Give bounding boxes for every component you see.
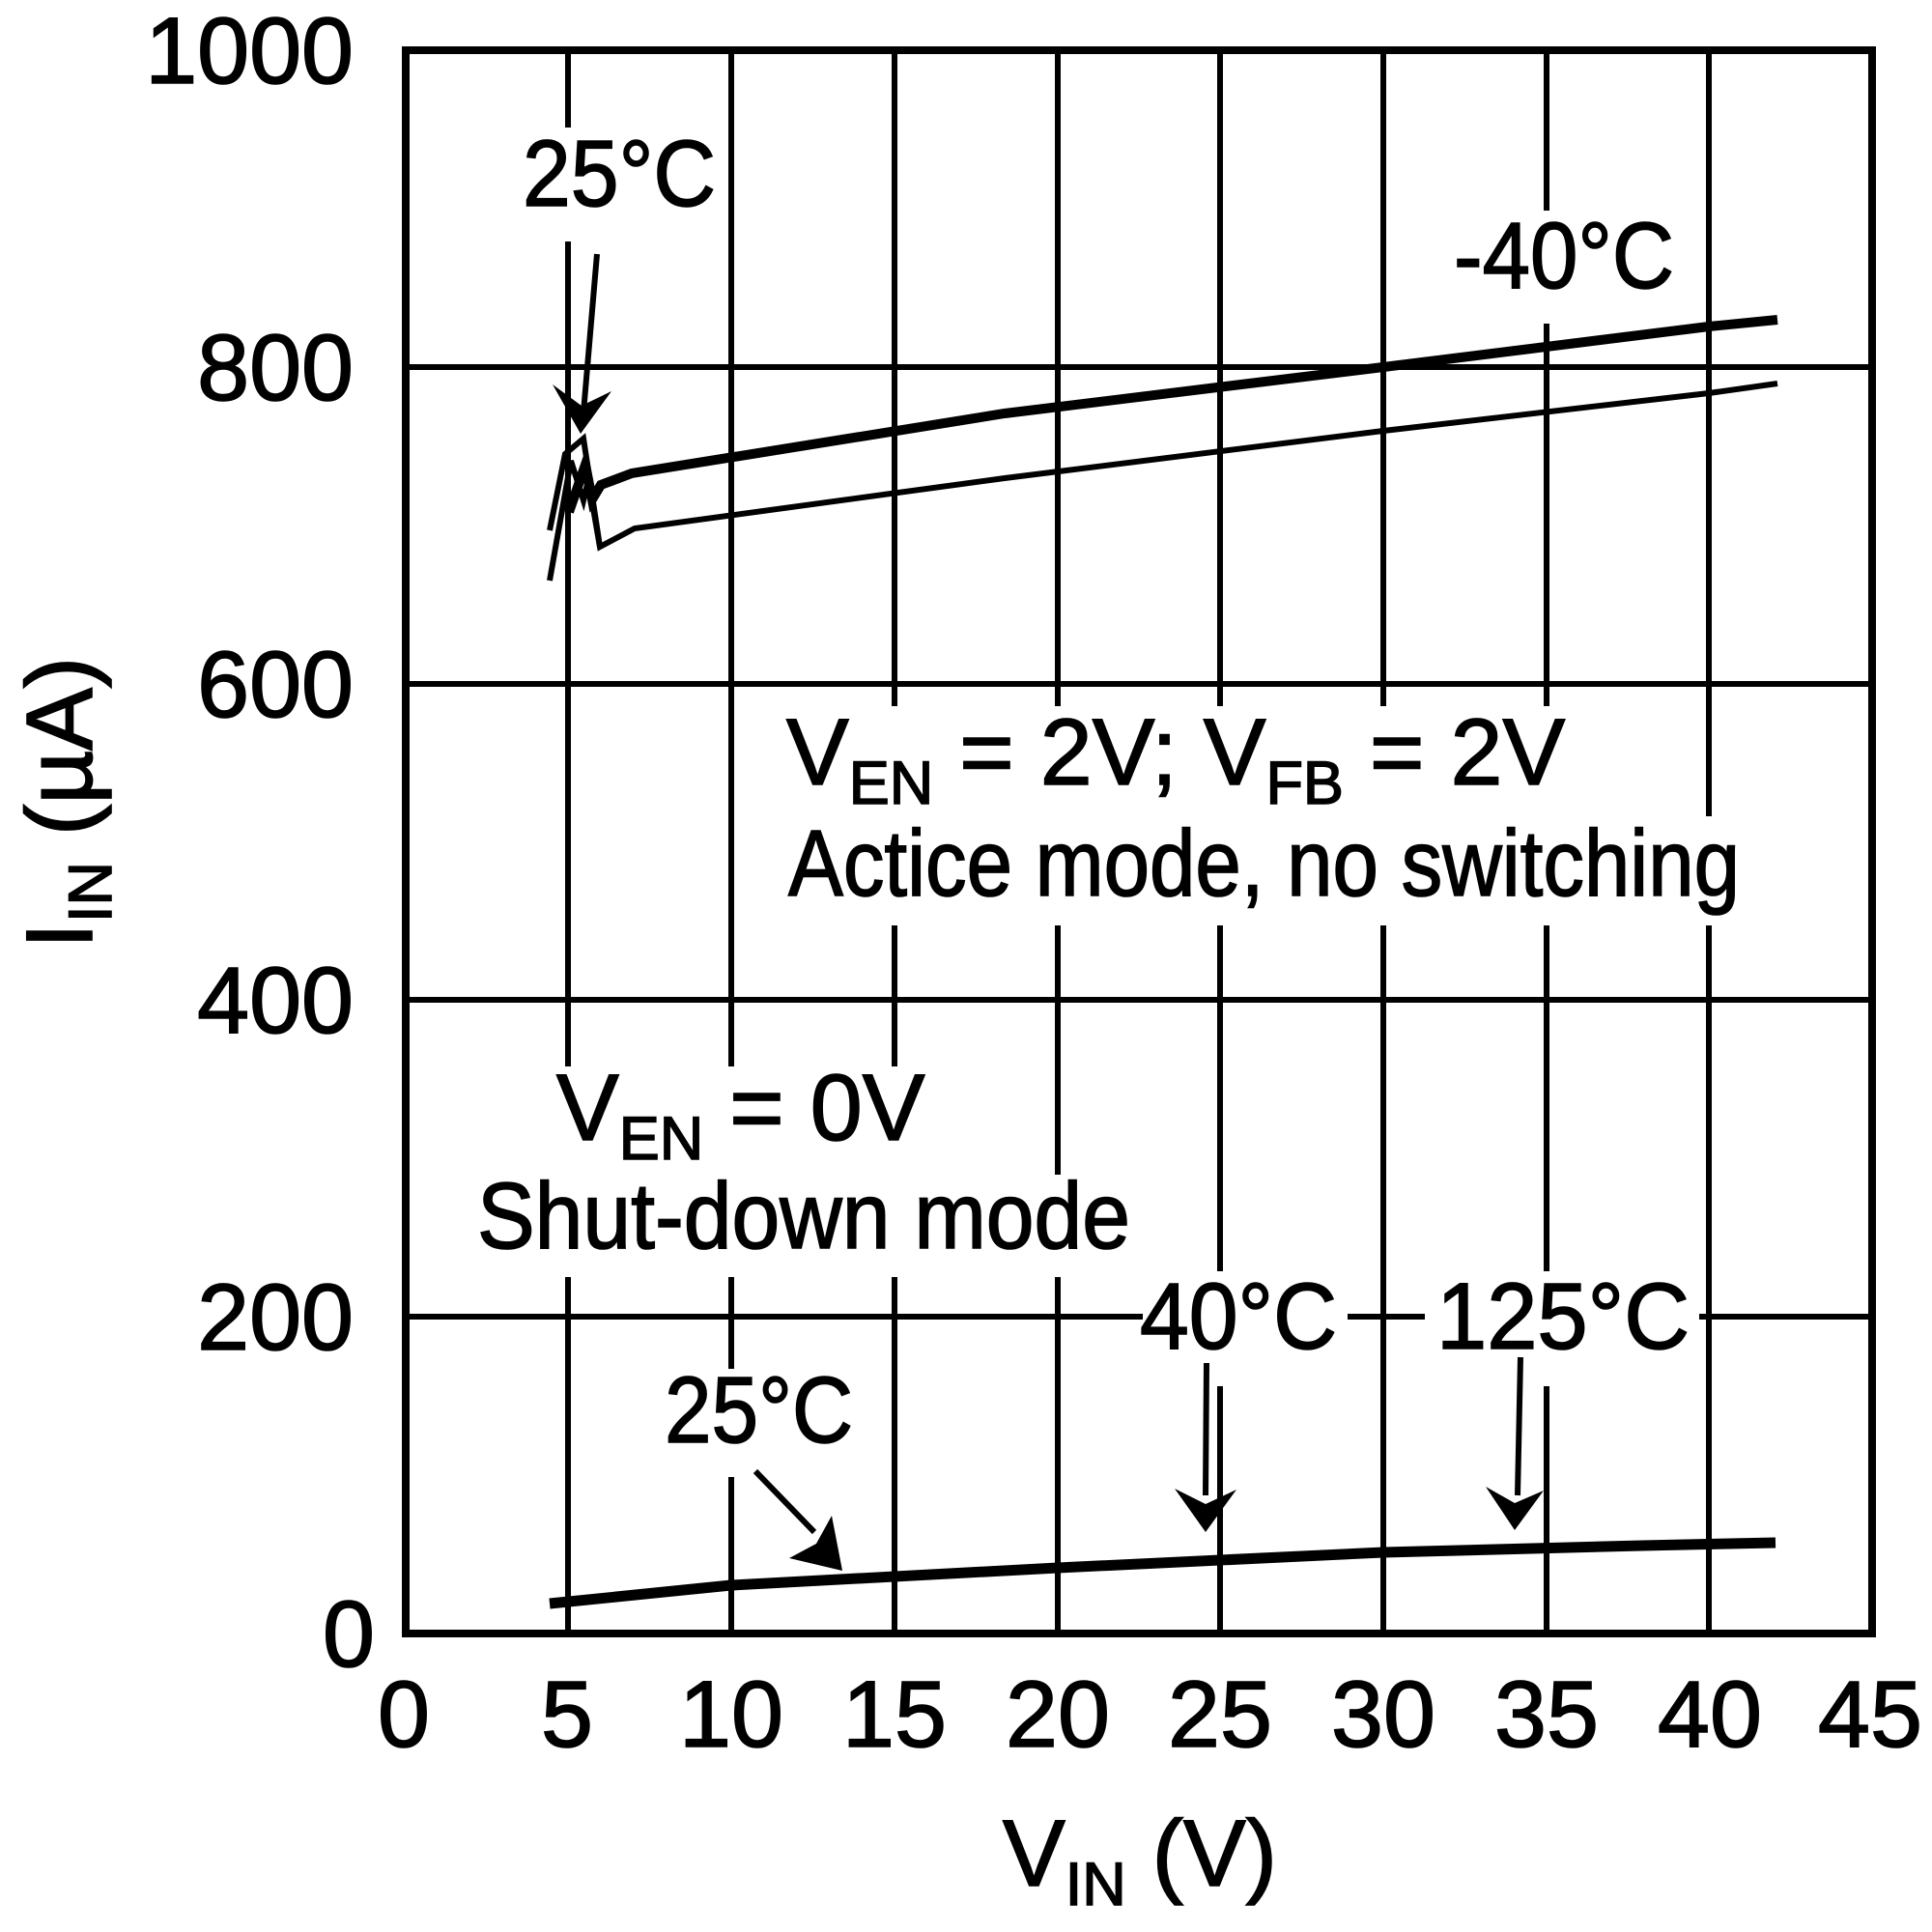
svg-text:40: 40 bbox=[1658, 1662, 1762, 1767]
svg-text:35: 35 bbox=[1494, 1662, 1599, 1767]
svg-text:40°C: 40°C bbox=[1140, 1264, 1337, 1369]
svg-text:15: 15 bbox=[842, 1662, 947, 1767]
svg-text:VEN = 0V: VEN = 0V bbox=[556, 1055, 925, 1173]
svg-text:20: 20 bbox=[1006, 1662, 1110, 1767]
svg-text:125°C: 125°C bbox=[1436, 1264, 1690, 1369]
svg-text:5: 5 bbox=[541, 1662, 593, 1767]
svg-text:600: 600 bbox=[197, 632, 354, 737]
svg-text:800: 800 bbox=[197, 315, 354, 420]
svg-text:1000: 1000 bbox=[145, 0, 354, 103]
svg-text:200: 200 bbox=[197, 1264, 354, 1370]
svg-text:Shut-down mode: Shut-down mode bbox=[477, 1163, 1130, 1268]
svg-text:10: 10 bbox=[679, 1662, 783, 1767]
svg-text:25°C: 25°C bbox=[523, 121, 716, 226]
svg-text:25: 25 bbox=[1168, 1662, 1272, 1767]
svg-text:45: 45 bbox=[1818, 1662, 1922, 1767]
svg-text:0: 0 bbox=[378, 1662, 430, 1767]
svg-text:25°C: 25°C bbox=[665, 1357, 853, 1463]
svg-text:-40°C: -40°C bbox=[1454, 203, 1674, 308]
svg-text:0: 0 bbox=[323, 1581, 375, 1687]
svg-text:VIN (V): VIN (V) bbox=[1003, 1801, 1277, 1918]
svg-text:30: 30 bbox=[1331, 1662, 1435, 1767]
svg-text:Actice mode, no switching: Actice mode, no switching bbox=[788, 810, 1740, 916]
svg-text:400: 400 bbox=[197, 948, 354, 1053]
